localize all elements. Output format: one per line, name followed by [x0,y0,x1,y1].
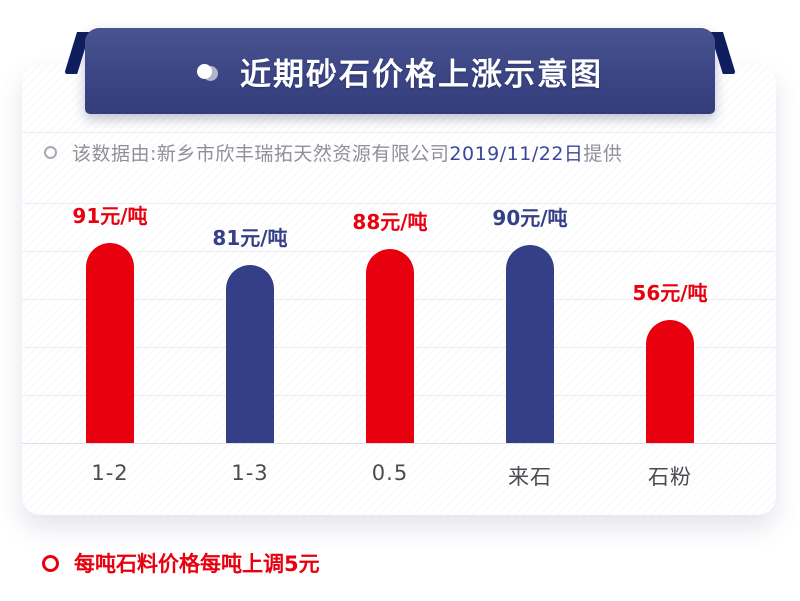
bar-group-0.5: 88元/吨 [320,206,460,443]
bar-group-1-3: 81元/吨 [180,222,320,443]
category-label: 0.5 [371,461,409,485]
category-label: 1-2 [91,461,129,485]
gridline [22,132,776,133]
category-label: 石粉 [648,465,692,489]
title-banner: 近期砂石价格上涨示意图 [85,28,715,114]
bar-value-label: 56元/吨 [632,281,708,305]
bar-0.5 [366,249,414,443]
source-text: 该数据由:新乡市欣丰瑞拓天然资源有限公司 [72,143,450,165]
bar-来石 [506,245,554,443]
page-title: 近期砂石价格上涨示意图 [240,56,603,93]
sphere-bullet-icon [197,63,212,79]
gridline [22,203,776,204]
bar-1-3 [226,265,274,443]
data-source-line: 该数据由:新乡市欣丰瑞拓天然资源有限公司 2019/11/22日 提供 [44,139,622,166]
category-label: 1-3 [231,461,269,485]
x-axis-line [22,443,776,444]
bar-group-来石: 90元/吨 [460,202,600,443]
bar-value-label: 81元/吨 [212,226,288,250]
bar-chart: 91元/吨 1-2 81元/吨 1-3 88元/吨 0.5 90元/吨来石 56元/吨石粉 [22,65,776,515]
footnote: 每吨石料价格每吨上调5元 [42,548,320,578]
bar-1-2 [86,243,134,443]
bar-value-label: 88元/吨 [352,210,428,234]
category-label: 来石 [508,465,552,489]
bar-石粉 [646,320,694,443]
footnote-text: 每吨石料价格每吨上调5元 [74,552,320,576]
circle-bullet-icon [44,146,57,159]
source-date: 2019/11/22日 [449,143,584,165]
bar-group-石粉: 56元/吨 [600,277,740,443]
bar-value-label: 90元/吨 [492,206,568,230]
chart-card: 该数据由:新乡市欣丰瑞拓天然资源有限公司 2019/11/22日 提供 91元/吨 1… [22,65,776,515]
source-suffix: 提供 [583,143,623,165]
bar-group-1-2: 91元/吨 [40,200,180,443]
ring-bullet-icon [42,554,59,572]
bar-value-label: 91元/吨 [72,204,148,228]
